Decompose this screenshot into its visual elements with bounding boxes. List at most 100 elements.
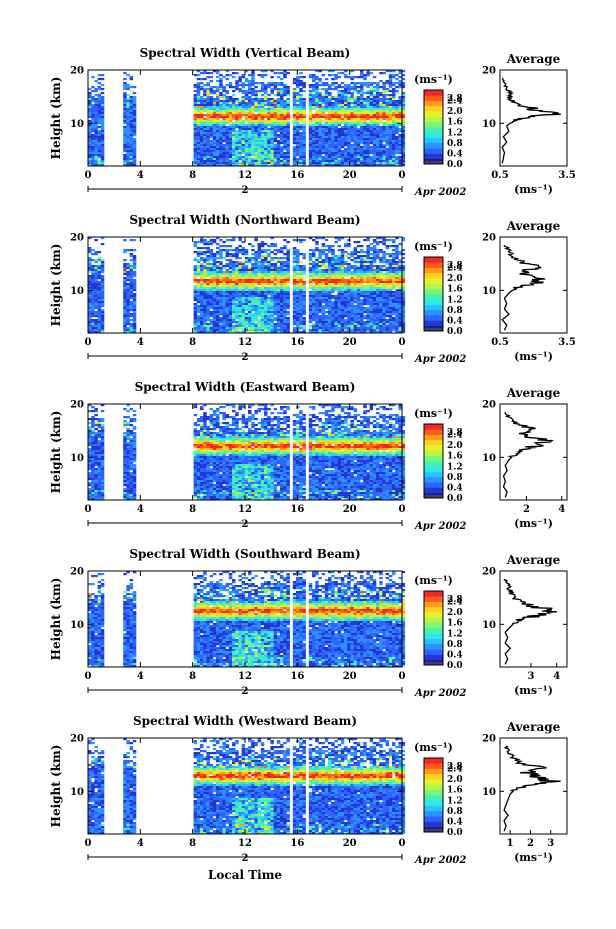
- heatmap-cell: [286, 110, 290, 113]
- heatmap-cell: [270, 289, 274, 292]
- heatmap-cell: [260, 150, 265, 153]
- heatmap-cell: [232, 283, 236, 286]
- heatmap-cell: [388, 108, 393, 111]
- heatmap-cell: [206, 162, 210, 165]
- heatmap-cell: [283, 279, 287, 282]
- heatmap-cell: [216, 110, 220, 113]
- heatmap-cell: [401, 279, 406, 282]
- heatmap-cell: [324, 164, 329, 167]
- heatmap-cell: [401, 78, 406, 81]
- heatmap-cell: [286, 152, 290, 155]
- heatmap-cell: [254, 104, 258, 107]
- heatmap-cell: [296, 277, 300, 280]
- heatmap-cell: [340, 261, 345, 264]
- heatmap-cell: [260, 94, 265, 97]
- heatmap-cell: [392, 160, 396, 163]
- heatmap-cell: [270, 243, 274, 246]
- heatmap-cell: [97, 259, 102, 262]
- heatmap-cell: [193, 285, 198, 288]
- heatmap-cell: [91, 128, 95, 131]
- heatmap-cell: [292, 251, 297, 254]
- heatmap-cell: [360, 257, 364, 260]
- heatmap-cell: [206, 291, 210, 294]
- heatmap-cell: [241, 134, 246, 137]
- heatmap-cell: [347, 293, 351, 296]
- heatmap-cell: [398, 142, 402, 145]
- heatmap-cell: [363, 128, 367, 131]
- heatmap-cell: [264, 267, 268, 270]
- heatmap-cell: [206, 164, 210, 167]
- heatmap-cell: [369, 265, 374, 268]
- heatmap-cell: [206, 134, 210, 137]
- heatmap-cell: [328, 126, 332, 129]
- heatmap-cell: [219, 108, 223, 111]
- heatmap-cell: [248, 243, 252, 246]
- heatmap-cell: [216, 295, 220, 298]
- heatmap-cell: [369, 112, 374, 115]
- heatmap-cell: [254, 102, 258, 105]
- heatmap-cell: [376, 154, 380, 157]
- heatmap-cell: [385, 98, 390, 101]
- heatmap-cell: [193, 124, 198, 127]
- heatmap-cell: [392, 88, 396, 91]
- heatmap-cell: [203, 78, 207, 81]
- heatmap-cell: [350, 128, 354, 131]
- heatmap-cell: [254, 120, 258, 123]
- heatmap-cell: [203, 92, 207, 95]
- heatmap-cell: [382, 106, 386, 109]
- heatmap-cell: [283, 84, 287, 87]
- heatmap-cell: [270, 70, 274, 73]
- heatmap-cell: [283, 116, 287, 119]
- heatmap-cell: [318, 285, 322, 288]
- heatmap-cell: [254, 251, 258, 254]
- heatmap-cell: [222, 293, 226, 296]
- heatmap-cell: [273, 86, 278, 89]
- heatmap-cell: [392, 124, 396, 127]
- heatmap-cell: [280, 283, 284, 286]
- heatmap-cell: [376, 142, 380, 145]
- heatmap-cell: [366, 249, 370, 252]
- heatmap-cell: [126, 269, 130, 272]
- heatmap-cell: [235, 114, 239, 117]
- heatmap-cell: [299, 90, 303, 93]
- heatmap-cell: [299, 279, 303, 282]
- heatmap-cell: [254, 261, 258, 264]
- heatmap-cell: [267, 299, 271, 302]
- heatmap-cell: [334, 140, 338, 143]
- heatmap-cell: [225, 152, 230, 155]
- heatmap-cell: [302, 162, 306, 165]
- heatmap-cell: [264, 281, 268, 284]
- heatmap-cell: [228, 259, 233, 262]
- heatmap-cell: [280, 261, 284, 264]
- heatmap-cell: [382, 100, 386, 103]
- heatmap-cell: [238, 297, 242, 300]
- heatmap-cell: [366, 130, 370, 133]
- heatmap-cell: [382, 243, 386, 246]
- heatmap-cell: [308, 255, 313, 258]
- heatmap-cell: [340, 72, 345, 75]
- heatmap-cell: [344, 138, 348, 141]
- heatmap-cell: [360, 96, 364, 99]
- heatmap-cell: [360, 88, 364, 91]
- heatmap-cell: [267, 94, 271, 97]
- heatmap-cell: [206, 267, 210, 270]
- heatmap-cell: [353, 289, 358, 292]
- heatmap-cell: [251, 265, 255, 268]
- heatmap-cell: [244, 277, 249, 280]
- heatmap-cell: [337, 297, 342, 300]
- heatmap-cell: [219, 124, 223, 127]
- heatmap-cell: [315, 112, 319, 115]
- heatmap-cell: [200, 100, 204, 103]
- heatmap-cell: [276, 269, 281, 272]
- heatmap-cell: [286, 156, 290, 159]
- heatmap-cell: [196, 74, 201, 77]
- heatmap-cell: [302, 138, 306, 141]
- heatmap-cell: [392, 142, 396, 145]
- heatmap-cell: [308, 295, 313, 298]
- heatmap-cell: [260, 144, 265, 147]
- heatmap-cell: [94, 128, 98, 131]
- heatmap-cell: [395, 138, 399, 141]
- heatmap-cell: [369, 108, 374, 111]
- heatmap-cell: [203, 110, 207, 113]
- heatmap-cell: [347, 253, 351, 256]
